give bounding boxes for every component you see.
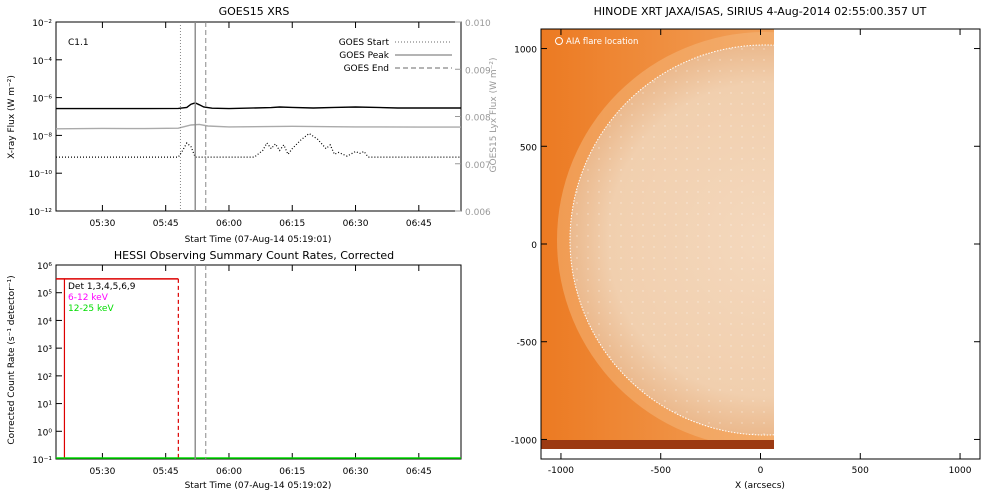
goes-x-tick-label: 06:45	[406, 219, 432, 229]
goes-y2-tick-label: 0.008	[465, 114, 491, 124]
goes-y2label: GOES15 Lyx Flux (W m⁻²)	[489, 58, 499, 173]
flare-location-marker	[555, 37, 563, 45]
hessi-event-lines	[194, 265, 207, 459]
goes-x-tick-label: 06:30	[343, 219, 369, 229]
goes-y-tick-label: 10⁻⁴	[32, 57, 52, 67]
hessi-y-tick-label: 10³	[37, 345, 52, 355]
hessi-y-tick-label: 10⁶	[37, 262, 52, 272]
xrt-x-tick-label: 1000	[949, 466, 972, 476]
hessi-y-tick-label: 10⁴	[37, 317, 52, 327]
goes-x-tick-label: 05:45	[153, 219, 179, 229]
hessi-y-tick-label: 10¹	[37, 401, 52, 411]
goes-x-tick-label: 06:15	[279, 219, 305, 229]
xrt-x-axis: -1000 -500 0 500 1000	[548, 29, 972, 476]
xrt-panel: HINODE XRT JAXA/ISAS, SIRIUS 4-Aug-2014 …	[511, 5, 981, 491]
xrt-y-axis: -1000 -500 0 500 1000	[511, 46, 980, 446]
xrt-x-tick-label: 500	[852, 466, 869, 476]
goes-series-line-1	[55, 123, 461, 130]
xrt-dark-bottom-band	[541, 440, 774, 449]
goes-legend-label: GOES End	[344, 64, 389, 74]
goes-annotation: C1.1	[68, 38, 89, 48]
goes-y-tick-label: 10⁻⁸	[32, 132, 52, 142]
goes-y-tick-label: 10⁻¹²	[29, 208, 53, 218]
hessi-legend-label: 12-25 keV	[68, 304, 114, 314]
goes-y2-tick-label: 0.007	[465, 161, 491, 171]
hessi-x-tick-label: 06:45	[406, 467, 432, 477]
goes-y-tick-label: 10⁻¹⁰	[29, 170, 53, 180]
hessi-title: HESSI Observing Summary Count Rates, Cor…	[114, 249, 394, 262]
hessi-x-tick-label: 05:45	[153, 467, 179, 477]
hessi-y-tick-label: 10⁵	[37, 290, 52, 300]
goes-legend-label: GOES Start	[339, 38, 390, 48]
goes-legend: GOES Start GOES Peak GOES End	[339, 38, 452, 74]
goes-legend-label: GOES Peak	[339, 51, 389, 61]
hessi-x-tick-label: 06:30	[343, 467, 369, 477]
hessi-x-axis: 05:30 05:45 06:00 06:15 06:30 06:45	[89, 265, 432, 477]
xrt-limb-outline	[569, 44, 774, 436]
xrt-y-tick-label: 0	[531, 241, 537, 251]
hessi-x-tick-label: 06:15	[279, 467, 305, 477]
goes-series-line-2	[56, 132, 461, 158]
xrt-title: HINODE XRT JAXA/ISAS, SIRIUS 4-Aug-2014 …	[594, 5, 927, 18]
hessi-y-axis: 10⁻¹ 10⁰ 10¹ 10² 10³ 10⁴ 10⁵ 10⁶	[32, 262, 62, 466]
hessi-panel: HESSI Observing Summary Count Rates, Cor…	[7, 249, 462, 491]
xrt-y-tick-label: 500	[520, 143, 537, 153]
hessi-plot-frame	[55, 264, 462, 460]
hessi-ylabel: Corrected Count Rate (s⁻¹ detector⁻¹)	[7, 275, 17, 444]
goes-ylabel: X-ray Flux (W m⁻²)	[7, 75, 17, 159]
hessi-x-tick-label: 06:00	[216, 467, 242, 477]
goes-series-line-0	[56, 102, 461, 110]
goes-y2-axis: 0.006 0.007 0.008 0.009 0.010	[455, 19, 491, 218]
xrt-xlabel: X (arcsecs)	[735, 481, 785, 491]
goes-x-tick-label: 06:00	[216, 219, 242, 229]
hessi-legend-label: Det 1,3,4,5,6,9	[68, 282, 136, 292]
goes-y-tick-label: 10⁻²	[32, 19, 52, 29]
hessi-series	[56, 278, 461, 459]
xrt-solar-image	[541, 29, 774, 449]
xrt-x-tick-label: -1000	[548, 466, 574, 476]
hessi-legend-label: 6-12 keV	[68, 293, 109, 303]
goes-panel: GOES15 XRS 05:30 05:45 06:00 06:15 06:30 06:4…	[7, 5, 499, 245]
goes-y2-tick-label: 0.010	[465, 19, 491, 29]
xrt-x-tick-label: 0	[758, 466, 764, 476]
hessi-y-tick-label: 10⁻¹	[32, 456, 52, 466]
goes-title: GOES15 XRS	[219, 5, 290, 18]
goes-event-lines	[179, 22, 207, 211]
xrt-y-tick-label: 1000	[514, 46, 537, 56]
goes-y2-tick-label: 0.006	[465, 208, 491, 218]
goes-y-tick-label: 10⁻⁶	[32, 95, 52, 105]
goes-plot-frame	[55, 21, 462, 212]
xrt-x-tick-label: -500	[651, 466, 672, 476]
goes-y-axis: 10⁻¹² 10⁻¹⁰ 10⁻⁸ 10⁻⁶ 10⁻⁴ 10⁻²	[29, 19, 62, 218]
hessi-y-tick-label: 10⁰	[37, 428, 52, 438]
xrt-annotation: AIA flare location	[566, 37, 638, 47]
hessi-y-tick-label: 10²	[37, 373, 52, 383]
xrt-grid-dots	[570, 45, 774, 435]
goes-x-axis: 05:30 05:45 06:00 06:15 06:30 06:45	[89, 22, 432, 229]
hessi-xlabel: Start Time (07-Aug-14 05:19:02)	[185, 481, 332, 491]
goes-y2-tick-label: 0.009	[465, 66, 491, 76]
goes-series	[55, 102, 461, 158]
goes-xlabel: Start Time (07-Aug-14 05:19:01)	[185, 235, 332, 245]
xrt-y-tick-label: -500	[517, 339, 538, 349]
goes-x-tick-label: 05:30	[89, 219, 115, 229]
hessi-x-tick-label: 05:30	[89, 467, 115, 477]
xrt-y-tick-label: -1000	[511, 436, 537, 446]
